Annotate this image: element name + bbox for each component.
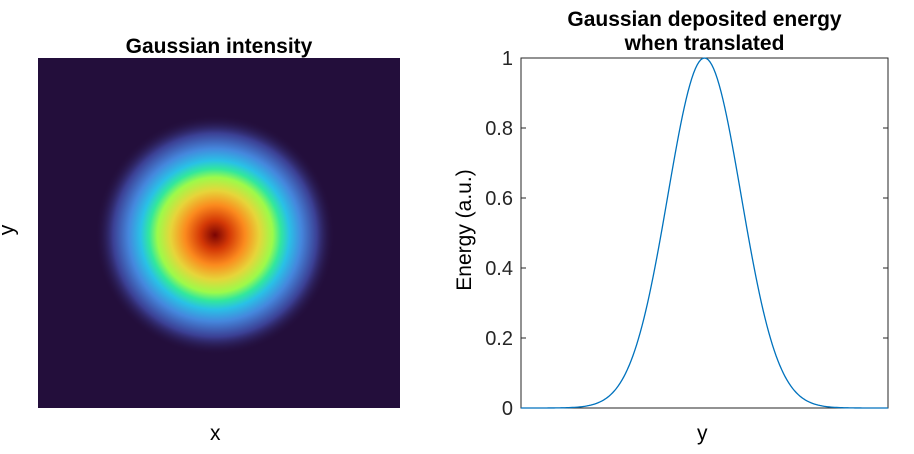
- heatmap-ylabel: y: [0, 225, 19, 236]
- y-tick-label: 0.6: [485, 188, 513, 210]
- heatmap-title: Gaussian intensity: [125, 35, 313, 58]
- y-tick-label: 0.2: [485, 328, 513, 350]
- y-tick-label: 0: [502, 398, 513, 420]
- line-chart-axes-box: [520, 57, 889, 409]
- y-tick-label: 1: [502, 48, 513, 70]
- heatmap-xlabel: x: [210, 422, 221, 445]
- line-chart-title-line-2: when translated: [624, 32, 785, 55]
- line-chart-xlabel: y: [697, 422, 708, 445]
- line-chart-ticks: 0 0.2 0.4 0.6 0.8 1: [485, 48, 888, 420]
- heatmap-gaussian-spot: [95, 115, 335, 355]
- y-tick-label: 0.8: [485, 118, 513, 140]
- line-chart-title-line-1: Gaussian deposited energy: [567, 8, 842, 31]
- energy-series-line: [521, 57, 888, 409]
- line-chart-ylabel: Energy (a.u.): [453, 169, 476, 291]
- y-tick-label: 0.4: [485, 258, 513, 280]
